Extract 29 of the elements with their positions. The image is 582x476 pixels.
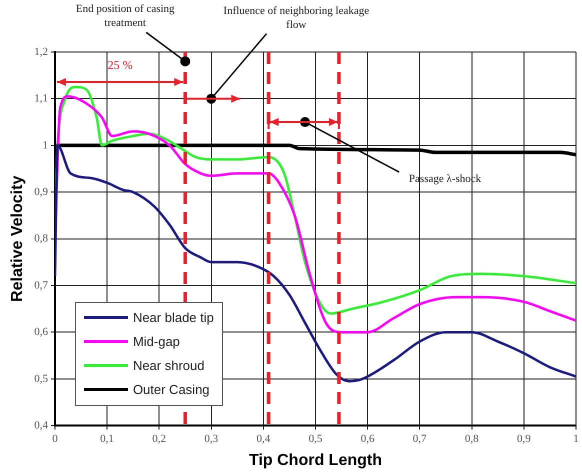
x-tick-label: 0,6 <box>360 433 375 446</box>
y-tick-label: 0,4 <box>34 419 48 432</box>
legend-label: Near blade tip <box>132 310 214 326</box>
legend-label: Outer Casing <box>132 382 210 398</box>
y-tick-label: 1,2 <box>34 46 48 58</box>
x-tick-label: 0,4 <box>256 433 271 446</box>
y-tick-label: 0,5 <box>34 372 48 385</box>
x-axis-title: Tip Chord Length <box>248 452 382 469</box>
x-tick-label: 0,1 <box>100 433 114 446</box>
annotation: Influence of neighboring leakage flow <box>222 4 370 32</box>
x-tick-label: 0,7 <box>412 433 428 446</box>
x-tick-label: 1 <box>573 433 579 446</box>
x-tick-label: 0 <box>52 433 58 446</box>
y-tick-label: 0,9 <box>34 186 48 198</box>
y-tick-label: 1,1 <box>34 92 48 105</box>
legend-label: Near shroud <box>132 358 204 374</box>
y-tick-label: 0,8 <box>34 232 48 245</box>
annotation: 25 % <box>106 58 134 73</box>
y-tick-label: 1 <box>42 139 48 152</box>
x-tick-label: 0,3 <box>204 433 219 446</box>
y-axis-title: Relative Velocity <box>9 176 26 302</box>
x-tick-label: 0,8 <box>464 433 480 446</box>
x-tick-label: 0,9 <box>517 433 532 446</box>
legend-label: Mid-gap <box>132 334 180 350</box>
annotation: End position of casing treatment <box>74 2 176 30</box>
x-tick-label: 0,2 <box>152 433 166 446</box>
y-tick-label: 0,7 <box>34 279 48 292</box>
y-tick-label: 0,6 <box>34 326 48 338</box>
x-tick-label: 0,5 <box>308 433 323 446</box>
